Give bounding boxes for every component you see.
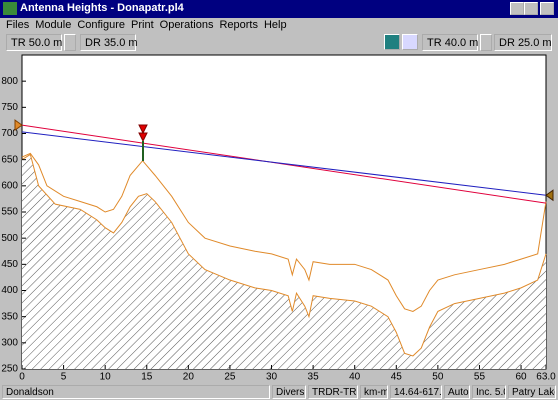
- window-title: Antenna Heights - Donapatr.pl4: [20, 2, 184, 14]
- menu-item[interactable]: Reports: [219, 19, 258, 31]
- y-tick-label: 650: [1, 154, 18, 165]
- status-cell: 14.64-617.2: [390, 385, 442, 399]
- x-tick-label: 40: [349, 372, 361, 383]
- profile-chart: 250 300 350 400 450 500 550 600 650 700 750 800 0 5 10…: [1, 54, 556, 383]
- x-tick-label: 0: [19, 372, 25, 383]
- antenna-marker: [14, 119, 23, 132]
- y-tick-label: 500: [1, 233, 18, 244]
- x-tick-label: 63.0: [536, 372, 556, 383]
- calc-icon[interactable]: [384, 34, 400, 50]
- repeater-marker: [138, 124, 148, 143]
- tr-field[interactable]: TR 40.0 m: [422, 34, 478, 51]
- status-cell: Patry Lake: [508, 385, 556, 399]
- close-button[interactable]: [540, 2, 554, 15]
- dr-field[interactable]: DR 35.0 m: [80, 34, 138, 51]
- profile-line: [21, 124, 547, 204]
- title-bar: Antenna Heights - Donapatr.pl4: [0, 0, 558, 18]
- status-cell: Diversity: [272, 385, 306, 399]
- y-tick-label: 700: [1, 128, 18, 139]
- y-tick-label: 400: [1, 285, 18, 296]
- status-bar: DonaldsonDiversityTRDR-TRDRkm-m14.64-617…: [0, 384, 558, 400]
- y-tick-label: 250: [1, 364, 18, 375]
- x-tick-label: 10: [100, 372, 112, 383]
- profile-line: [21, 153, 547, 357]
- y-tick-label: 600: [1, 180, 18, 191]
- menu-item[interactable]: Module: [35, 19, 72, 31]
- x-tick-label: 15: [141, 372, 153, 383]
- y-tick-label: 450: [1, 259, 18, 270]
- x-tick-label: 25: [224, 372, 236, 383]
- status-cell: Donaldson: [2, 385, 270, 399]
- tr-field[interactable]: TR 50.0 m: [6, 34, 62, 51]
- maximize-button[interactable]: [524, 2, 538, 15]
- profile-line: [21, 152, 547, 312]
- x-tick-label: 5: [61, 372, 67, 383]
- minimize-button[interactable]: [510, 2, 524, 15]
- menu-item[interactable]: Operations: [159, 19, 214, 31]
- profile-line: [21, 131, 547, 196]
- y-tick-label: 300: [1, 337, 18, 348]
- menu-item[interactable]: Help: [263, 19, 287, 31]
- link-icon[interactable]: [402, 34, 418, 50]
- menu-item[interactable]: Configure: [77, 19, 126, 31]
- app-icon: [3, 2, 17, 15]
- x-tick-label: 60: [515, 372, 527, 383]
- status-cell: km-m: [360, 385, 388, 399]
- menu-item[interactable]: Print: [131, 19, 154, 31]
- status-cell: Inc. 5.0 m: [472, 385, 506, 399]
- x-tick-label: 20: [183, 372, 195, 383]
- x-tick-label: 35: [308, 372, 320, 383]
- spinner[interactable]: [64, 34, 76, 51]
- x-tick-label: 50: [432, 372, 444, 383]
- spinner[interactable]: [480, 34, 492, 51]
- x-tick-label: 45: [391, 372, 403, 383]
- status-cell: TRDR-TRDR: [308, 385, 358, 399]
- menu-item[interactable]: Files: [6, 19, 30, 31]
- status-cell: Auto: [444, 385, 470, 399]
- y-tick-label: 800: [1, 76, 18, 87]
- y-tick-label: 350: [1, 311, 18, 322]
- x-tick-label: 30: [266, 372, 278, 383]
- x-tick-label: 55: [474, 372, 486, 383]
- menu-bar: Files Module Configure Print Operations Repor…: [0, 18, 558, 33]
- dr-field[interactable]: DR 25.0 m: [494, 34, 552, 51]
- y-tick-label: 750: [1, 102, 18, 113]
- terrain-fill: [22, 154, 546, 369]
- y-tick-label: 550: [1, 207, 18, 218]
- antenna-marker: [545, 189, 554, 202]
